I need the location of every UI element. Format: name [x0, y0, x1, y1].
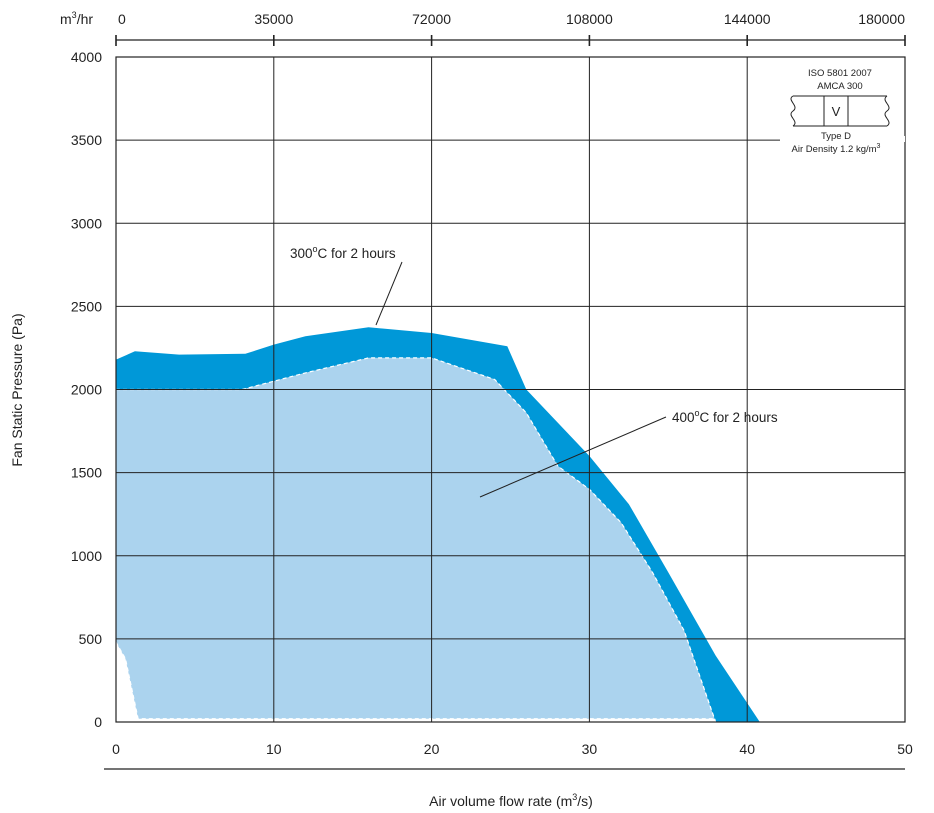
- secondary-x-tick-label: 0: [118, 11, 126, 27]
- y-tick-label: 3500: [71, 132, 102, 148]
- secondary-x-tick-label: 35000: [254, 11, 293, 27]
- legend-standard-line-1: ISO 5801 2007: [808, 68, 872, 79]
- x-tick-label: 0: [112, 741, 120, 757]
- y-tick-label: 2500: [71, 298, 102, 314]
- test-standard-legend: ISO 5801 2007 AMCA 300 V Type D Air Dens…: [780, 68, 905, 155]
- secondary-x-tick-labels: 0 35000 72000 108000 144000 180000: [115, 11, 906, 46]
- secondary-x-tick-label: 144000: [724, 11, 771, 27]
- annotation-400-leader: [479, 416, 667, 498]
- annotation-300-leader: [375, 261, 403, 326]
- y-tick-label: 0: [94, 714, 102, 730]
- y-tick-label: 1000: [71, 548, 102, 564]
- secondary-x-tick-label: 72000: [412, 11, 451, 27]
- annotation-400: 400oC for 2 hours: [672, 408, 778, 425]
- legend-density: Air Density 1.2 kg/m3: [792, 143, 881, 155]
- grid: [116, 57, 905, 722]
- secondary-x-unit: m3/hr: [60, 10, 93, 27]
- x-tick-label: 20: [424, 741, 440, 757]
- annotation-300: 300oC for 2 hours: [290, 244, 396, 261]
- legend-type: Type D: [821, 131, 851, 142]
- x-tick-labels: 0 10 20 30 40 50: [112, 741, 913, 757]
- x-axis-label: Air volume flow rate (m3/s): [429, 792, 593, 809]
- secondary-x-tick-label: 108000: [566, 11, 613, 27]
- y-tick-label: 2000: [71, 382, 102, 398]
- x-tick-label: 50: [897, 741, 913, 757]
- y-tick-label: 500: [79, 631, 103, 647]
- duct-symbol-icon: [790, 95, 890, 127]
- y-tick-label: 1500: [71, 465, 102, 481]
- area-400c: [116, 357, 716, 722]
- y-tick-label: 3000: [71, 215, 102, 231]
- area-300c: [116, 327, 760, 722]
- plot-frame: [115, 56, 906, 723]
- x-tick-label: 30: [582, 741, 598, 757]
- y-axis-label: Fan Static Pressure (Pa): [9, 313, 25, 466]
- boundary-400c-dashed: [115, 357, 717, 723]
- x-tick-label: 10: [266, 741, 282, 757]
- secondary-x-tick-label: 180000: [858, 11, 905, 27]
- legend-symbol: V: [832, 104, 841, 119]
- legend-standard-line-2: AMCA 300: [817, 81, 862, 92]
- y-tick-labels: 0 500 1000 1500 2000 2500 3000 3500 4000: [71, 49, 102, 730]
- y-tick-label: 4000: [71, 49, 102, 65]
- x-tick-label: 40: [739, 741, 755, 757]
